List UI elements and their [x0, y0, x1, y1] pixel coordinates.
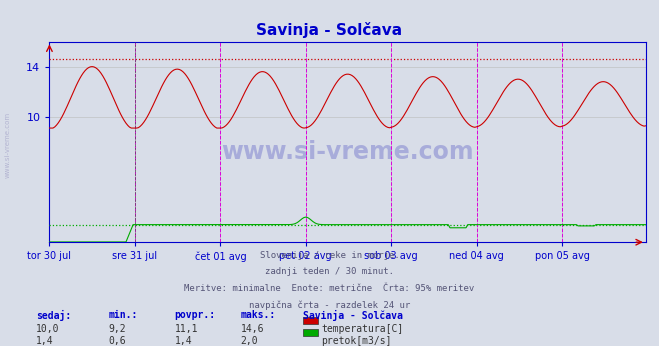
Text: zadnji teden / 30 minut.: zadnji teden / 30 minut. [265, 267, 394, 276]
Text: Slovenija / reke in morje.: Slovenija / reke in morje. [260, 251, 399, 260]
Text: 0,6: 0,6 [109, 336, 127, 346]
Text: 10,0: 10,0 [36, 324, 60, 334]
Text: pretok[m3/s]: pretok[m3/s] [322, 336, 392, 346]
Text: Meritve: minimalne  Enote: metrične  Črta: 95% meritev: Meritve: minimalne Enote: metrične Črta:… [185, 284, 474, 293]
Text: 14,6: 14,6 [241, 324, 264, 334]
Text: 1,4: 1,4 [175, 336, 192, 346]
Text: www.si-vreme.com: www.si-vreme.com [221, 140, 474, 164]
Text: 9,2: 9,2 [109, 324, 127, 334]
Text: maks.:: maks.: [241, 310, 275, 320]
Text: povpr.:: povpr.: [175, 310, 215, 320]
Text: Savinja - Solčava: Savinja - Solčava [303, 310, 403, 321]
Text: sedaj:: sedaj: [36, 310, 71, 321]
Text: navpična črta - razdelek 24 ur: navpična črta - razdelek 24 ur [249, 301, 410, 310]
Text: temperatura[C]: temperatura[C] [322, 324, 404, 334]
Text: www.si-vreme.com: www.si-vreme.com [5, 112, 11, 179]
Text: 2,0: 2,0 [241, 336, 258, 346]
Text: 11,1: 11,1 [175, 324, 198, 334]
Text: Savinja - Solčava: Savinja - Solčava [256, 22, 403, 38]
Text: min.:: min.: [109, 310, 138, 320]
Text: 1,4: 1,4 [36, 336, 54, 346]
